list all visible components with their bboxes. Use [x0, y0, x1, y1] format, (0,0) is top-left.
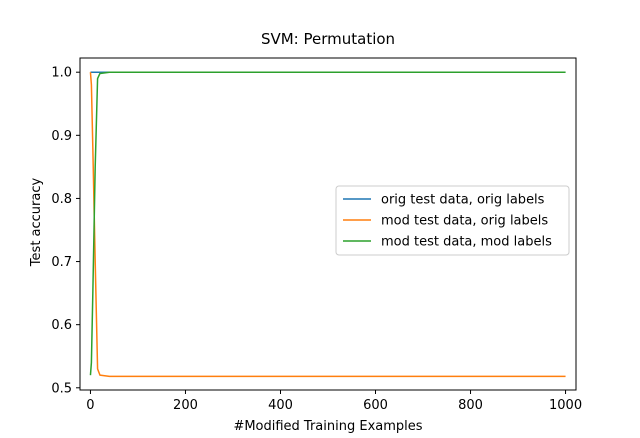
y-tick-label: 0.9: [51, 129, 72, 144]
y-tick-label: 0.6: [51, 318, 72, 333]
x-tick-label: 1000: [549, 398, 582, 413]
x-axis-ticks: 0 200 400 600 800 1000: [86, 390, 582, 413]
x-tick-label: 200: [173, 398, 198, 413]
x-tick-label: 600: [363, 398, 388, 413]
x-axis-label: #Modified Training Examples: [233, 419, 422, 434]
legend-label-1: mod test data, orig labels: [381, 214, 548, 229]
x-tick-label: 800: [458, 398, 483, 413]
series-line-2: [89, 71, 566, 376]
y-axis-label: Test accuracy: [29, 178, 44, 268]
x-tick-label: 0: [86, 398, 94, 413]
legend-box: [335, 185, 570, 256]
y-tick-label: 0.5: [51, 381, 72, 396]
legend-label-2: mod test data, mod labels: [381, 235, 552, 250]
series-layer: [89, 71, 566, 378]
y-tick-label: 1.0: [51, 66, 72, 81]
plot-frame: [79, 57, 577, 391]
legend: orig test data, orig labels mod test data…: [335, 185, 570, 256]
y-axis-ticks: 0.5 0.6 0.7 0.8 0.9 1.0: [51, 66, 80, 396]
y-tick-label: 0.7: [51, 255, 72, 270]
y-tick-label: 0.8: [51, 192, 72, 207]
x-tick-label: 400: [268, 398, 293, 413]
legend-label-0: orig test data, orig labels: [381, 193, 545, 208]
chart-title: SVM: Permutation: [261, 30, 395, 48]
